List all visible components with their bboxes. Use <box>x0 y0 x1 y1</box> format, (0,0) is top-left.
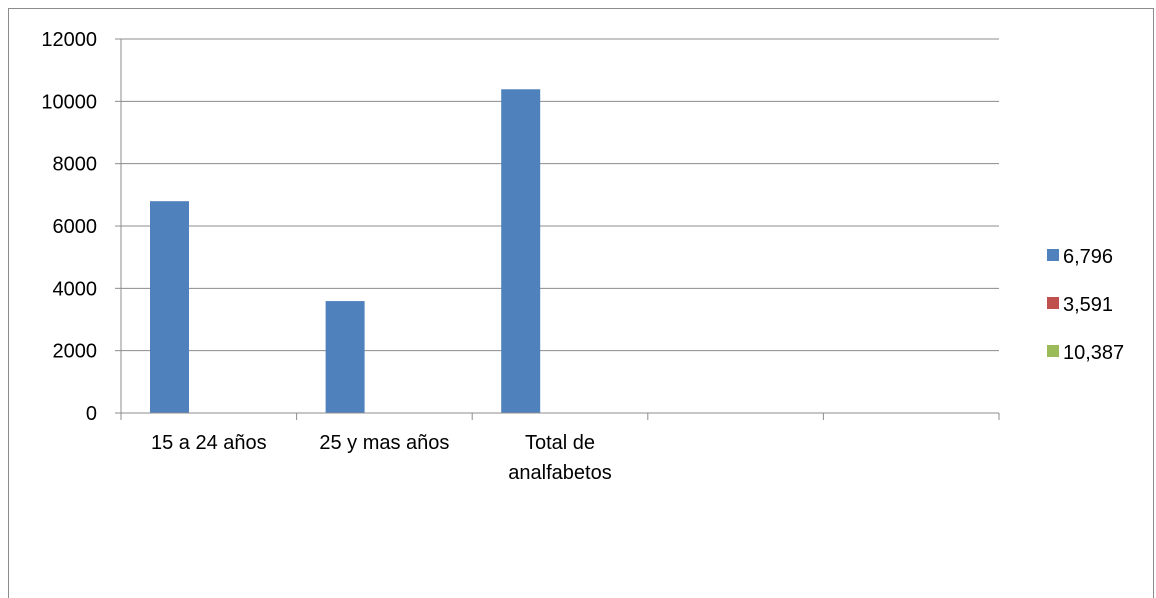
x-category-label-1: 25 y mas años <box>319 432 449 454</box>
y-tick-label-8000: 8000 <box>53 154 98 176</box>
bar-0 <box>150 201 189 413</box>
gridlines <box>121 38 999 352</box>
bar-1 <box>325 301 365 413</box>
legend-label-2: 10,387 <box>1063 342 1124 364</box>
y-tick-label-10000: 10000 <box>41 91 97 113</box>
legend-swatch-1 <box>1047 297 1059 309</box>
legend-swatch-2 <box>1047 345 1059 357</box>
bar-2 <box>501 89 541 413</box>
bars <box>150 89 541 413</box>
axes <box>115 38 1000 420</box>
legend-label-1: 3,591 <box>1063 294 1113 316</box>
y-tick-label-12000: 12000 <box>41 29 97 51</box>
x-category-labels: 15 a 24 años 25 y mas años Total de analfab… <box>151 432 612 484</box>
x-category-label-2-line-1: analfabetos <box>508 462 611 484</box>
y-tick-label-4000: 4000 <box>53 278 98 300</box>
x-category-label-0: 15 a 24 años <box>151 432 267 454</box>
y-tick-labels: 0 2000 4000 6000 8000 10000 12000 <box>41 29 97 425</box>
legend-swatch-0 <box>1047 249 1059 261</box>
legend: 6,796 3,591 10,387 <box>1047 246 1124 364</box>
y-tick-label-6000: 6000 <box>53 216 98 238</box>
legend-label-0: 6,796 <box>1063 246 1113 268</box>
chart-frame <box>8 8 1154 598</box>
y-tick-label-2000: 2000 <box>53 341 98 363</box>
x-category-label-2-line-0: Total de <box>525 432 595 454</box>
y-tick-label-0: 0 <box>86 403 97 425</box>
